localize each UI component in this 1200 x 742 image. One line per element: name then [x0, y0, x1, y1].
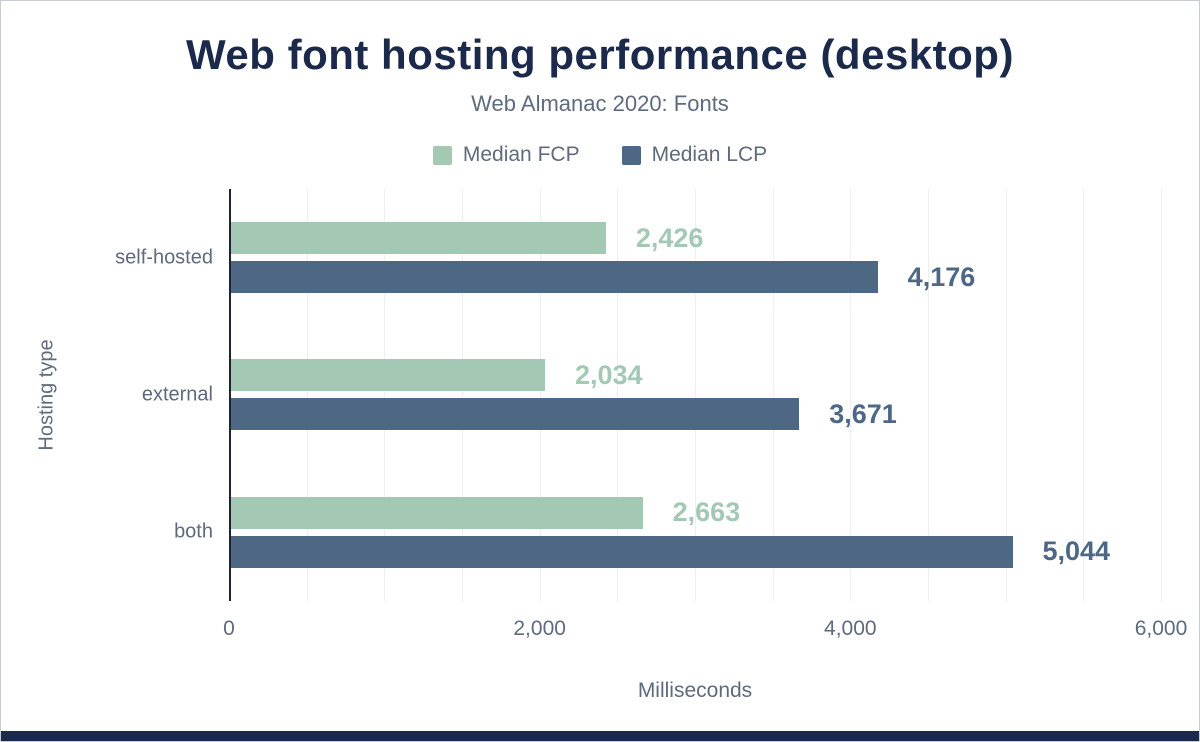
gridline: [384, 189, 386, 601]
grid-layer: [229, 189, 1162, 601]
chart-subtitle: Web Almanac 2020: Fonts: [471, 91, 729, 116]
bar-group-external: external 2,034 3,671: [142, 359, 1161, 431]
x-axis-ticks: 0 2,000 4,000 6,000: [223, 617, 1187, 647]
bar-self-hosted-median-lcp: [229, 261, 878, 294]
gridline: [617, 189, 619, 601]
legend-label-fcp: Median FCP: [462, 143, 580, 166]
bar-value-label-both-median-fcp: 2,663: [672, 497, 741, 528]
y-axis-title: Hosting type: [35, 339, 58, 451]
gridline: [928, 189, 929, 601]
bar-row-external-median-fcp: 2,034: [229, 359, 1161, 392]
legend: Median FCP Median LCP: [1, 143, 1199, 167]
bar-group-self-hosted: self-hosted 2,426 4,176: [115, 222, 1161, 294]
plot-area: self-hosted 2,426 4,176 external 2,034 3,671 b…: [115, 189, 1162, 601]
legend-swatch-lcp-icon: [621, 145, 641, 165]
bar-external-median-lcp: [229, 398, 800, 431]
gridline: [772, 189, 774, 601]
legend-label-lcp: Median LCP: [651, 143, 768, 166]
gridline: [462, 189, 463, 601]
bar-value-label-self-hosted-median-lcp: 4,176: [907, 261, 976, 292]
gridline: [695, 189, 696, 601]
category-label-self-hosted: self-hosted: [115, 246, 213, 269]
footer-bar: [1, 731, 1199, 741]
bar-value-label-external-median-fcp: 2,034: [574, 359, 643, 390]
bar-row-self-hosted-median-fcp: 2,426: [229, 222, 1161, 255]
bar-row-external-median-lcp: 3,671: [229, 398, 1161, 431]
y-axis-line: [229, 189, 231, 601]
bar-row-both-median-lcp: 5,044: [229, 535, 1161, 568]
gridline: [1083, 189, 1085, 601]
bar-self-hosted-median-fcp: [229, 222, 606, 255]
bar-both-median-lcp: [229, 535, 1013, 568]
bar-value-label-both-median-lcp: 5,044: [1042, 536, 1111, 567]
legend-item-median-fcp: Median FCP: [432, 143, 580, 167]
bar-value-label-external-median-lcp: 3,671: [829, 398, 897, 429]
gridline: [1005, 189, 1007, 601]
x-tick-label-2000: 2,000: [513, 617, 566, 640]
gridline: [1161, 189, 1162, 601]
gridline: [850, 189, 852, 601]
legend-swatch-fcp-icon: [432, 145, 452, 165]
bar-both-median-fcp: [229, 496, 643, 529]
category-label-both: both: [174, 520, 213, 543]
bar-row-self-hosted-median-lcp: 4,176: [229, 261, 1161, 294]
bar-value-label-self-hosted-median-fcp: 2,426: [635, 222, 704, 253]
bar-rows: self-hosted 2,426 4,176 external 2,034 3,671 b…: [115, 189, 1161, 601]
bar-group-both: both 2,663 5,044: [174, 496, 1161, 568]
chart-title: Web font hosting performance (desktop): [186, 31, 1014, 78]
x-tick-label-6000: 6,000: [1134, 617, 1188, 640]
x-tick-label-4000: 4,000: [824, 617, 877, 640]
category-label-external: external: [141, 383, 213, 406]
bar-row-both-median-fcp: 2,663: [229, 496, 1161, 529]
gridline: [539, 189, 541, 601]
gridline: [306, 189, 308, 601]
x-tick-label-0: 0: [223, 617, 235, 640]
x-axis-title: Milliseconds: [637, 679, 753, 702]
legend-item-median-lcp: Median LCP: [621, 143, 768, 167]
bar-external-median-fcp: [229, 359, 545, 392]
